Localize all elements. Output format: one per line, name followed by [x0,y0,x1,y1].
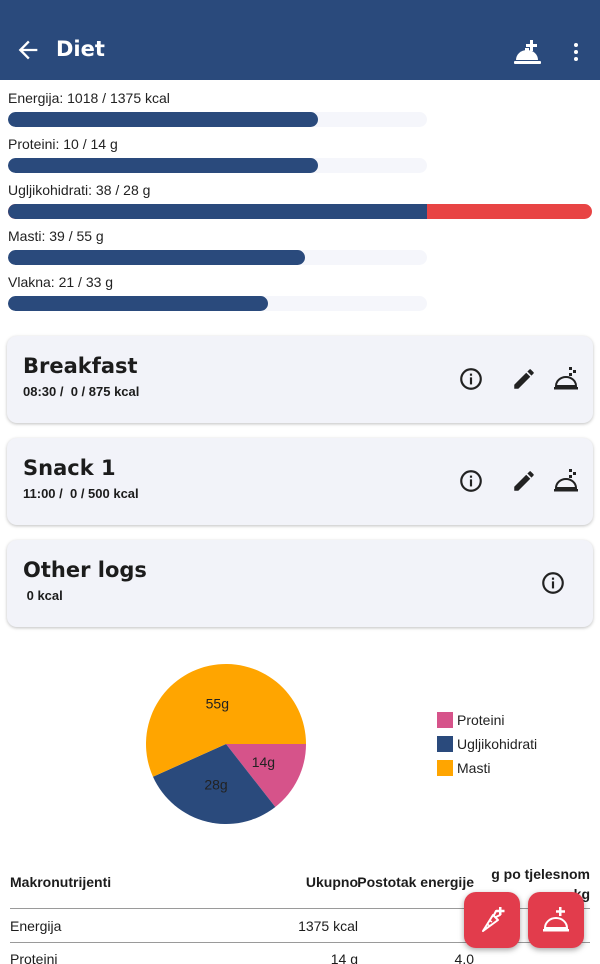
table-cell: 14 g [330,951,358,964]
table-cell: Energija [10,918,62,934]
pie-slice-fat [146,664,306,777]
legend-label: Masti [457,760,491,776]
table-cell: 1375 kcal [298,918,358,934]
meal-meta: 11:00 / 0 / 500 kcal [23,486,139,501]
pie-slice-protein [226,744,306,808]
info-icon[interactable] [540,570,566,596]
add-food-icon [482,907,505,932]
progress-track [8,250,427,265]
nutrient-label: Vlakna: 21 / 33 g [8,274,114,290]
log-meal-icon[interactable] [553,468,579,494]
meal-card-snack-1[interactable]: Snack 1 11:00 / 0 / 500 kcal [7,438,593,525]
info-icon[interactable] [458,366,484,392]
progress-fill [8,296,268,311]
nutrient-label: Ugljikohidrati: 38 / 28 g [8,182,151,198]
table-cell: 4.0 [454,951,474,964]
meal-card-breakfast[interactable]: Breakfast 08:30 / 0 / 875 kcal [7,336,593,423]
column-header: Postotak energije [357,874,474,890]
pie-svg: 14g 28g 55g [146,664,306,824]
edit-icon[interactable] [511,468,537,494]
add-food-button[interactable] [464,892,520,948]
divider [10,908,590,909]
progress-track [8,158,427,173]
pie-data-label: 14g [252,754,275,770]
pie-slice-carbs [152,744,276,824]
nutrient-label: Energija: 1018 / 1375 kcal [8,90,170,106]
app-bar: Diet [0,0,600,80]
column-header: Makronutrijenti [10,874,112,890]
info-icon[interactable] [458,468,484,494]
other-logs-title: Other logs [23,558,147,582]
progress-fill [8,250,306,265]
add-meal-button[interactable] [528,892,584,948]
progress-track [8,204,592,219]
legend-label: Proteini [457,712,505,728]
page-title: Diet [56,37,105,61]
log-meal-icon[interactable] [553,366,579,392]
divider [10,942,590,943]
more-vert-icon[interactable] [564,40,588,64]
add-meal-icon[interactable] [513,38,543,66]
add-meal-icon [543,907,569,932]
legend-label: Ugljikohidrati [457,736,538,752]
nutrient-label: Proteini: 10 / 14 g [8,136,118,152]
other-logs-meta: 0 kcal [23,588,63,603]
nutrient-label: Masti: 39 / 55 g [8,228,104,244]
column-header: Ukupno [305,874,358,890]
legend-swatch [437,712,453,728]
table-cell: Proteini [10,951,58,964]
meal-name: Breakfast [23,354,138,378]
edit-icon[interactable] [511,366,537,392]
other-logs-card[interactable]: Other logs 0 kcal [7,540,593,627]
meal-meta: 08:30 / 0 / 875 kcal [23,384,140,399]
meal-name: Snack 1 [23,456,116,480]
progress-track [8,112,427,127]
progress-fill [8,112,319,127]
pie-data-label: 28g [204,776,227,792]
pie-data-label: 55g [206,695,229,711]
progress-track [8,296,427,311]
macro-pie-chart: 14g 28g 55g [145,663,307,825]
legend-swatch [437,760,453,776]
progress-fill [8,158,319,173]
arrow-back-icon[interactable] [14,36,42,64]
progress-fill [8,204,427,219]
legend-swatch [437,736,453,752]
